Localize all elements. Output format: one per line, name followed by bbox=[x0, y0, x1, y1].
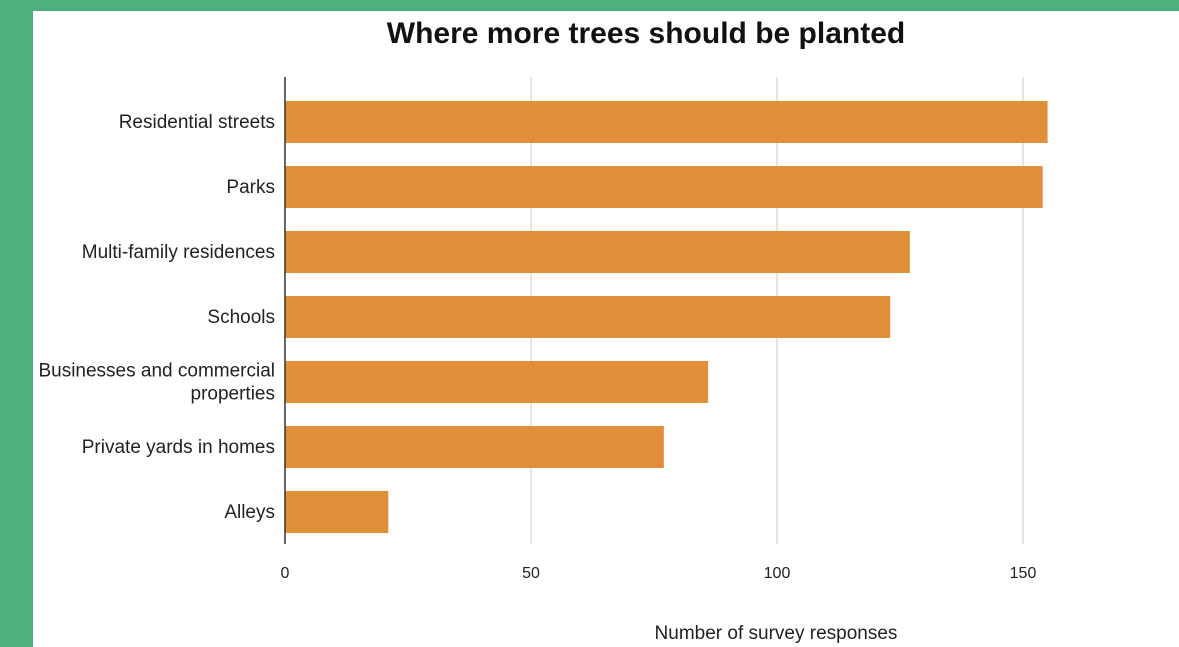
category-label: Private yards in homes bbox=[82, 437, 275, 458]
category-label: Alleys bbox=[224, 502, 275, 523]
bar-chart: Where more trees should be planted Resid… bbox=[38, 17, 1048, 644]
category-label: Schools bbox=[207, 307, 275, 328]
category-label: properties bbox=[191, 384, 276, 405]
bar bbox=[285, 296, 891, 338]
bar bbox=[285, 101, 1048, 143]
bar bbox=[285, 426, 664, 468]
x-tick-label: 150 bbox=[1010, 565, 1037, 582]
x-tick-label: 50 bbox=[522, 565, 540, 582]
x-tick-labels: 0 50 100 150 bbox=[281, 565, 1037, 582]
x-axis-title: Number of survey responses bbox=[655, 623, 898, 644]
category-labels: Residential streets Parks Multi-family res… bbox=[38, 112, 275, 523]
x-tick-label: 0 bbox=[281, 565, 290, 582]
bar bbox=[285, 361, 709, 403]
chart-title: Where more trees should be planted bbox=[387, 17, 905, 50]
category-label: Multi-family residences bbox=[82, 242, 275, 263]
category-label: Parks bbox=[226, 177, 275, 198]
bar bbox=[285, 491, 389, 533]
bar bbox=[285, 231, 910, 273]
x-tick-label: 100 bbox=[764, 565, 791, 582]
bar bbox=[285, 166, 1043, 208]
category-label: Businesses and commercial bbox=[38, 361, 275, 382]
chart-panel: Where more trees should be planted Resid… bbox=[33, 11, 1179, 647]
bars bbox=[285, 101, 1048, 533]
category-label: Residential streets bbox=[119, 112, 275, 133]
